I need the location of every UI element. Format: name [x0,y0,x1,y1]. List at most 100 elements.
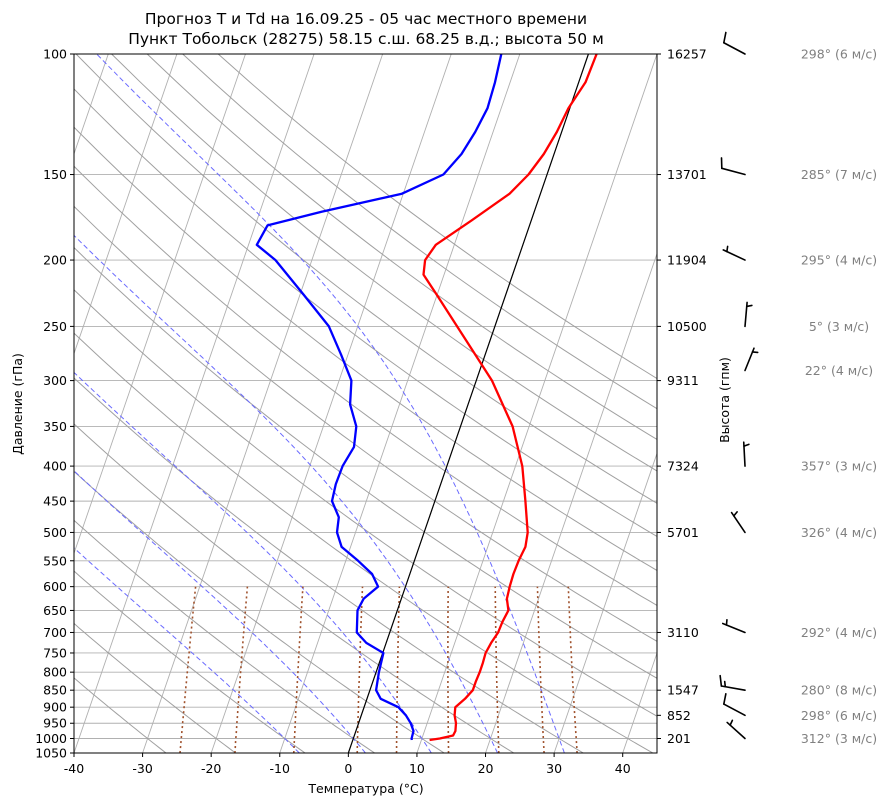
wind-label: 5° (3 м/с) [809,319,869,334]
height-tick-label: 5701 [667,525,699,540]
temp-tick-label: 10 [409,761,425,776]
dry-adiabat [74,165,657,607]
dry-adiabat [75,54,657,504]
wind-barb-flag [723,693,727,705]
dry-adiabat [74,289,657,717]
wind-barb [742,441,750,467]
wind-barb [744,301,753,328]
wind-barb-half-flag [726,245,729,253]
dry-adiabat [74,423,515,753]
moist-adiabat [74,547,300,753]
dry-adiabat [74,677,167,753]
wind-barb-shaft [723,703,746,717]
wind-barb-half-flag [745,304,753,308]
dry-adiabat [74,377,584,753]
height-tick-label: 9311 [667,373,699,388]
wind-label: 326° (4 м/с) [801,525,877,540]
isotherm-line [622,651,657,753]
temp-tick-label: 30 [546,761,562,776]
wind-barb [721,618,746,634]
pressure-tick-label: 900 [43,700,67,715]
wind-label: 298° (6 м/с) [801,47,877,62]
title-line-2: Пункт Тобольск (28275) 58.15 с.ш. 68.25 … [128,30,604,48]
pressure-tick-label: 500 [43,525,67,540]
isotherm-line [210,54,452,753]
pressure-tick-label: 100 [43,47,67,62]
pressure-tick-label: 1000 [35,731,67,746]
axes: 1001502002503003504004505005506006507007… [35,47,707,777]
reference-isotherm [347,54,589,753]
profiles [255,54,598,742]
wind-label: 295° (4 м/с) [801,253,877,268]
moist-adiabat [96,54,565,753]
wind-barb [744,347,759,372]
pressure-tick-label: 150 [43,167,67,182]
mixing-ratio-line [536,586,545,753]
height-tick-label: 1547 [667,683,699,698]
pressure-tick-label: 850 [43,683,67,698]
dry-adiabat [111,54,657,472]
wind-barb-half-flag [729,719,734,726]
height-tick-label: 3110 [667,625,699,640]
isotherm-line [74,54,178,355]
height-tick-label: 852 [667,708,691,723]
dry-adiabat [74,570,306,753]
pressure-tick-label: 650 [43,603,67,618]
wind-barb [730,511,746,534]
pressure-tick-label: 950 [43,716,67,731]
y-axis-label: Давление (гПа) [10,353,25,455]
isotherm-line [553,452,657,753]
temperature-profile [422,54,598,742]
mixing-ratio-line [293,586,304,753]
moist-adiabat [74,371,432,753]
wind-barb [719,674,746,691]
mixing-ratio-line [567,586,578,753]
isotherm-line [74,54,315,753]
wind-label: 298° (6 м/с) [801,708,877,723]
height-tick-label: 11904 [667,253,707,268]
dry-adiabat [146,54,657,441]
dry-adiabat [74,470,445,753]
moist-adiabat [74,234,499,753]
wind-barb-shaft [723,41,746,55]
wind-barb-flag [723,31,727,44]
wind-barb [723,31,746,55]
dry-adiabat [74,622,236,753]
pressure-tick-label: 300 [43,373,67,388]
wind-barb-half-flag [723,680,727,688]
pressure-tick-label: 450 [43,494,67,509]
dry-adiabat [182,54,657,410]
dry-adiabat [74,519,375,753]
wind-label: 292° (4 м/с) [801,625,877,640]
wind-barb [723,693,746,717]
background-lines [74,54,891,753]
pressure-tick-label: 750 [43,645,67,660]
dry-adiabat [74,332,654,753]
temp-tick-label: 40 [615,761,631,776]
isotherm-line [760,54,891,753]
dry-adiabat [74,126,657,572]
pressure-tick-label: 1050 [35,746,67,761]
isotherm-line [74,54,246,555]
wind-barb [720,157,746,176]
temp-tick-label: 0 [344,761,352,776]
wind-barb [722,245,746,261]
moist-adiabat [74,470,366,753]
wind-barb-flag [719,674,723,687]
x-axis-label: Температура (°C) [307,781,423,796]
height-tick-label: 10500 [667,319,707,334]
height-tick-label: 7324 [667,459,699,474]
height-tick-label: 13701 [667,167,707,182]
pressure-tick-label: 550 [43,553,67,568]
pressure-tick-label: 350 [43,419,67,434]
pressure-tick-label: 250 [43,319,67,334]
mixing-ratio-line [447,586,450,753]
dry-adiabat [74,88,657,538]
wind-label: 357° (3 м/с) [801,459,877,474]
temp-tick-label: -40 [64,761,84,776]
mixing-ratio-line [395,586,401,753]
mixing-ratio-line [356,586,364,753]
right-axis-label: Высота (гпм) [717,357,732,443]
dry-adiabat [217,54,657,380]
